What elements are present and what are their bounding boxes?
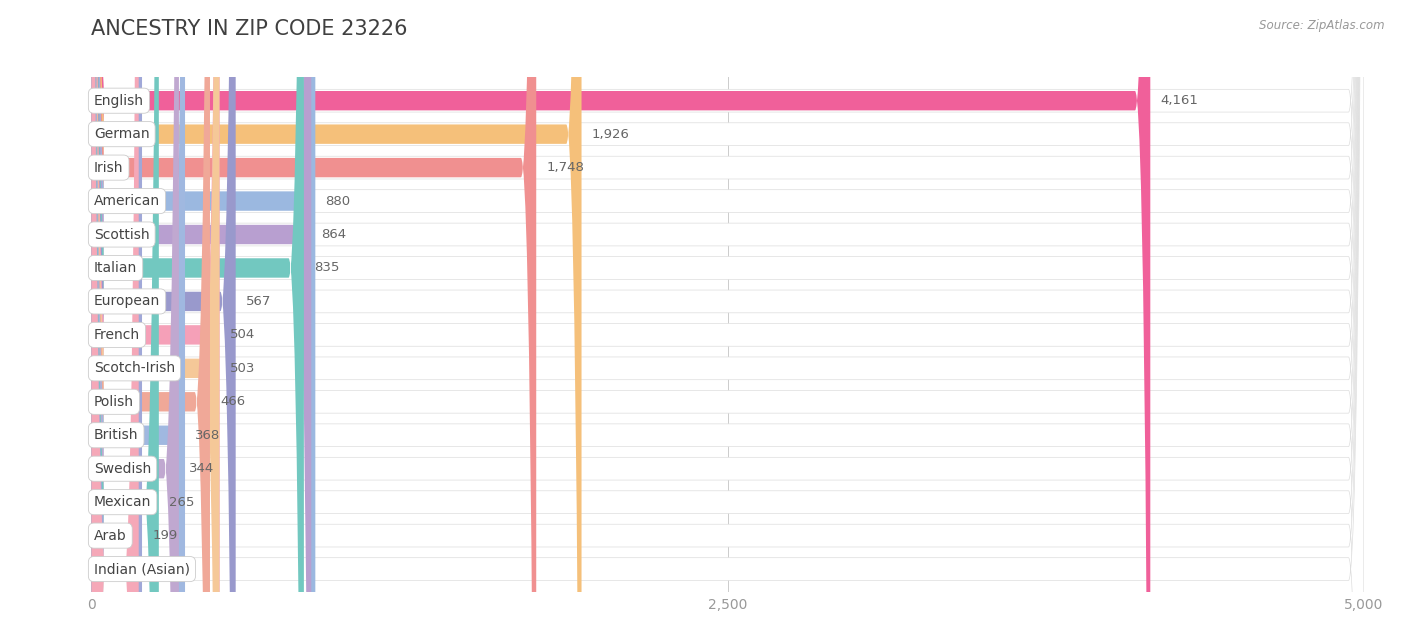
FancyBboxPatch shape	[91, 0, 311, 644]
FancyBboxPatch shape	[91, 0, 1364, 644]
FancyBboxPatch shape	[91, 0, 219, 644]
FancyBboxPatch shape	[91, 0, 1364, 644]
FancyBboxPatch shape	[91, 0, 1364, 644]
FancyBboxPatch shape	[91, 0, 1364, 644]
Text: ANCESTRY IN ZIP CODE 23226: ANCESTRY IN ZIP CODE 23226	[91, 19, 408, 39]
Text: 503: 503	[229, 362, 254, 375]
Text: Arab: Arab	[94, 529, 127, 543]
Text: 835: 835	[314, 261, 339, 274]
FancyBboxPatch shape	[91, 0, 1364, 644]
FancyBboxPatch shape	[91, 0, 139, 644]
Text: Mexican: Mexican	[94, 495, 152, 509]
FancyBboxPatch shape	[91, 0, 142, 644]
FancyBboxPatch shape	[91, 0, 582, 644]
Text: Source: ZipAtlas.com: Source: ZipAtlas.com	[1260, 19, 1385, 32]
FancyBboxPatch shape	[91, 0, 209, 644]
FancyBboxPatch shape	[91, 0, 186, 644]
Text: French: French	[94, 328, 141, 342]
Text: 504: 504	[229, 328, 254, 341]
FancyBboxPatch shape	[91, 0, 1150, 644]
Text: 880: 880	[326, 194, 350, 207]
Text: Scotch-Irish: Scotch-Irish	[94, 361, 176, 375]
Text: Indian (Asian): Indian (Asian)	[94, 562, 190, 576]
FancyBboxPatch shape	[91, 0, 304, 644]
FancyBboxPatch shape	[91, 0, 1364, 644]
FancyBboxPatch shape	[91, 0, 1364, 644]
Text: 1,748: 1,748	[547, 161, 585, 174]
Text: 186: 186	[149, 563, 174, 576]
FancyBboxPatch shape	[91, 0, 1364, 644]
Text: British: British	[94, 428, 138, 442]
FancyBboxPatch shape	[91, 0, 159, 644]
Text: 1,926: 1,926	[592, 128, 630, 140]
FancyBboxPatch shape	[91, 0, 179, 644]
Text: 199: 199	[152, 529, 177, 542]
Text: English: English	[94, 93, 143, 108]
Text: Scottish: Scottish	[94, 227, 149, 242]
FancyBboxPatch shape	[91, 0, 1364, 644]
Text: Italian: Italian	[94, 261, 138, 275]
Text: German: German	[94, 127, 149, 141]
FancyBboxPatch shape	[91, 0, 1364, 644]
Text: 466: 466	[221, 395, 245, 408]
FancyBboxPatch shape	[91, 0, 1364, 644]
FancyBboxPatch shape	[91, 0, 236, 644]
Text: Swedish: Swedish	[94, 462, 152, 476]
FancyBboxPatch shape	[91, 0, 1364, 644]
Text: 265: 265	[169, 496, 194, 509]
FancyBboxPatch shape	[91, 0, 536, 644]
Text: 368: 368	[195, 429, 221, 442]
Text: 344: 344	[190, 462, 214, 475]
Text: 567: 567	[246, 295, 271, 308]
Text: Polish: Polish	[94, 395, 134, 409]
Text: Irish: Irish	[94, 160, 124, 175]
Text: 4,161: 4,161	[1160, 94, 1198, 107]
FancyBboxPatch shape	[91, 0, 1364, 644]
FancyBboxPatch shape	[91, 0, 1364, 644]
FancyBboxPatch shape	[91, 0, 1364, 644]
Text: American: American	[94, 194, 160, 208]
FancyBboxPatch shape	[91, 0, 315, 644]
FancyBboxPatch shape	[91, 0, 219, 644]
Text: European: European	[94, 294, 160, 308]
Text: 864: 864	[322, 228, 346, 241]
